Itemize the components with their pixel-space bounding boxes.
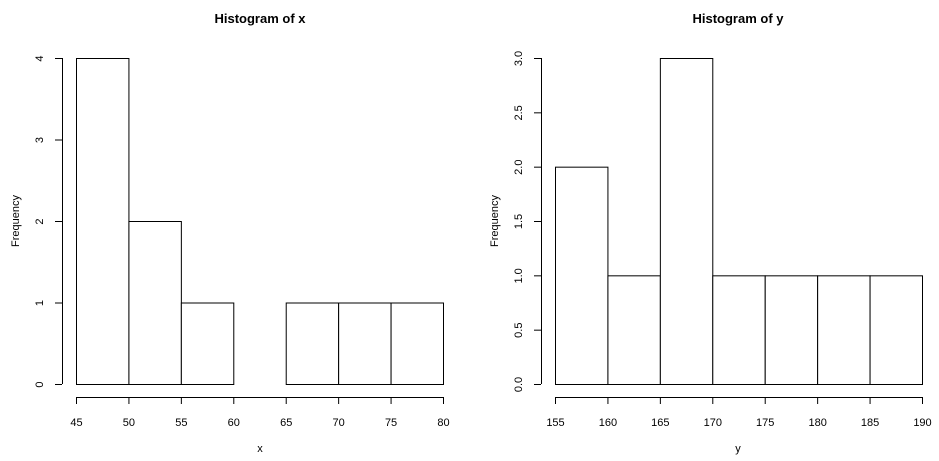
histogram-bar bbox=[817, 275, 871, 386]
chart-title: Histogram of y bbox=[692, 11, 784, 26]
x-axis: 155 160 165 170 175 180 185 190 bbox=[546, 397, 932, 429]
chart-title: Histogram of x bbox=[214, 11, 306, 26]
x-tick-label: 50 bbox=[123, 417, 135, 429]
x-tick-label: 60 bbox=[228, 417, 240, 429]
x-tick-label: 65 bbox=[280, 417, 292, 429]
x-axis-label: x bbox=[257, 443, 263, 455]
histogram-x-panel: Histogram of x x Frequency 45 50 55 60 65 70 7… bbox=[10, 11, 450, 455]
y-tick-label: 0.0 bbox=[513, 377, 525, 392]
histogram-bar bbox=[607, 275, 661, 386]
bars bbox=[555, 58, 923, 386]
x-tick-label: 175 bbox=[756, 417, 774, 429]
y-tick-label: 0 bbox=[34, 381, 46, 387]
x-tick-label: 75 bbox=[385, 417, 397, 429]
histogram-bar bbox=[555, 166, 609, 385]
y-tick-label: 3.0 bbox=[513, 51, 525, 66]
histogram-bar bbox=[338, 302, 392, 385]
histogram-bar bbox=[128, 221, 182, 385]
y-axis-label: Frequency bbox=[489, 195, 501, 247]
histogram-bar bbox=[659, 58, 714, 385]
y-tick-label: 3 bbox=[34, 137, 46, 143]
y-axis: 0 1 2 3 4 bbox=[34, 55, 63, 388]
histogram-bar bbox=[712, 275, 766, 386]
x-tick-label: 45 bbox=[70, 417, 82, 429]
y-tick-label: 1.5 bbox=[513, 214, 525, 229]
y-tick-label: 1 bbox=[34, 300, 46, 306]
y-axis-label: Frequency bbox=[10, 195, 22, 247]
histogram-bar bbox=[390, 302, 445, 385]
x-axis: 45 50 55 60 65 70 75 80 bbox=[70, 397, 450, 429]
histogram-y-panel: Histogram of y y Frequency 155 160 165 170 1… bbox=[489, 11, 932, 455]
x-tick-label: 70 bbox=[333, 417, 345, 429]
x-tick-label: 160 bbox=[599, 417, 617, 429]
y-tick-label: 2 bbox=[34, 218, 46, 224]
y-axis: 0.0 0.5 1.0 1.5 2.0 2.5 3.0 bbox=[513, 51, 542, 392]
histogram-bar bbox=[180, 302, 235, 385]
histogram-bar bbox=[869, 275, 923, 386]
y-tick-label: 0.5 bbox=[513, 323, 525, 338]
histogram-bar bbox=[285, 302, 340, 385]
x-tick-label: 155 bbox=[546, 417, 564, 429]
x-tick-label: 185 bbox=[861, 417, 879, 429]
x-tick-label: 170 bbox=[704, 417, 722, 429]
x-tick-label: 165 bbox=[651, 417, 669, 429]
y-tick-label: 4 bbox=[34, 55, 46, 61]
bars bbox=[76, 58, 445, 385]
x-tick-label: 180 bbox=[808, 417, 826, 429]
x-tick-label: 190 bbox=[913, 417, 931, 429]
x-axis-label: y bbox=[735, 443, 741, 455]
x-tick-label: 80 bbox=[437, 417, 449, 429]
y-tick-label: 1.0 bbox=[513, 268, 525, 283]
histogram-bar bbox=[764, 275, 819, 386]
x-tick-label: 55 bbox=[175, 417, 187, 429]
histogram-bar bbox=[76, 58, 130, 385]
y-tick-label: 2.0 bbox=[513, 160, 525, 175]
y-tick-label: 2.5 bbox=[513, 105, 525, 120]
